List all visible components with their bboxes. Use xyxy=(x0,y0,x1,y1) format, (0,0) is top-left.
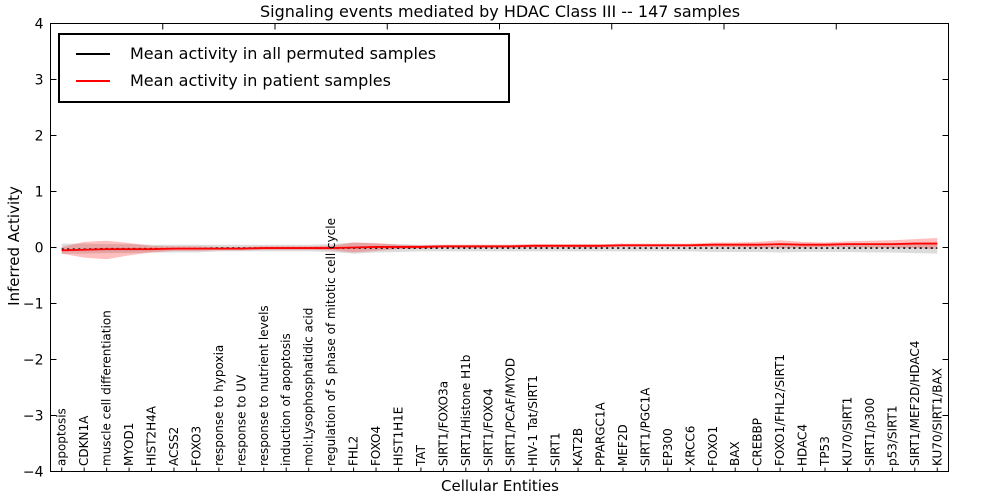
category-label: SIRT1/MEF2D/HDAC4 xyxy=(908,341,922,466)
category-label: response to hypoxia xyxy=(212,345,226,466)
category-label: SIRT1/Histone H1b xyxy=(459,355,473,466)
category-label: TAT xyxy=(414,444,428,467)
category-label: response to UV xyxy=(234,374,248,466)
category-label: response to nutrient levels xyxy=(257,305,271,466)
category-label: HIST2H4A xyxy=(145,405,159,466)
y-tick-label: −1 xyxy=(23,297,44,313)
category-label: KU70/SIRT1/BAX xyxy=(930,368,944,466)
category-label: FHL2 xyxy=(347,436,361,466)
category-label: CDKN1A xyxy=(77,415,91,466)
category-label: EP300 xyxy=(661,428,675,466)
category-label: SIRT1/p300 xyxy=(863,398,877,466)
series-line-1 xyxy=(61,242,938,252)
category-label: FOXO1/FHL2/SIRT1 xyxy=(773,354,787,466)
category-label: TP53 xyxy=(818,436,832,467)
category-label: MYOD1 xyxy=(122,423,136,466)
legend-label-patient: Mean activity in patient samples xyxy=(130,71,391,90)
permuted-line-sample xyxy=(76,52,110,55)
category-label: FOXO4 xyxy=(369,426,383,466)
category-label: induction of apoptosis xyxy=(279,333,293,466)
category-label: PPARGC1A xyxy=(594,401,608,466)
category-label: HIV-1 Tat/SIRT1 xyxy=(526,375,540,466)
category-label: HDAC4 xyxy=(796,424,810,466)
legend-label-permuted: Mean activity in all permuted samples xyxy=(130,44,437,63)
patient-line-sample xyxy=(76,79,110,82)
category-label: BAX xyxy=(728,441,742,466)
legend: Mean activity in all permuted samples Me… xyxy=(58,33,510,103)
category-label: SIRT1 xyxy=(549,432,563,466)
x-axis-label: Cellular Entities xyxy=(441,477,559,495)
category-label: FOXO3 xyxy=(189,426,203,466)
category-label: regulation of S phase of mitotic cell cy… xyxy=(324,218,338,466)
category-label: HIST1H1E xyxy=(391,407,405,466)
legend-item-patient: Mean activity in patient samples xyxy=(60,67,508,94)
category-label: ACSS2 xyxy=(167,427,181,466)
category-label: apoptosis xyxy=(55,408,69,466)
y-tick-label: −3 xyxy=(23,409,44,425)
category-label: muscle cell differentiation xyxy=(100,310,114,466)
category-label: FOXO1 xyxy=(706,426,720,466)
category-label: CREBBP xyxy=(751,418,765,466)
category-label: mol:Lysophosphatidic acid xyxy=(302,308,316,466)
category-label: MEF2D xyxy=(616,424,630,466)
y-axis-label: Inferred Activity xyxy=(5,186,23,306)
category-label: SIRT1/FOXO4 xyxy=(481,388,495,466)
y-tick-label: 0 xyxy=(35,241,44,257)
category-label: XRCC6 xyxy=(683,426,697,466)
category-label: SIRT1/PCAF/MYOD xyxy=(504,358,518,466)
category-label: p53/SIRT1 xyxy=(885,405,899,466)
y-tick-label: 1 xyxy=(35,185,44,201)
y-tick-label: 3 xyxy=(35,73,44,89)
category-label: KU70/SIRT1 xyxy=(840,397,854,466)
y-tick-label: 2 xyxy=(35,129,44,145)
y-tick-label: 4 xyxy=(35,17,44,33)
legend-item-permuted: Mean activity in all permuted samples xyxy=(60,40,508,67)
patient-samples-std-band xyxy=(61,237,938,260)
y-tick-label: −4 xyxy=(23,465,44,481)
y-tick-label: −2 xyxy=(23,353,44,369)
category-label: KAT2B xyxy=(571,428,585,466)
category-label: SIRT1/PGC1A xyxy=(638,387,652,466)
category-label: SIRT1/FOXO3a xyxy=(436,381,450,466)
chart-title: Signaling events mediated by HDAC Class … xyxy=(259,2,741,21)
